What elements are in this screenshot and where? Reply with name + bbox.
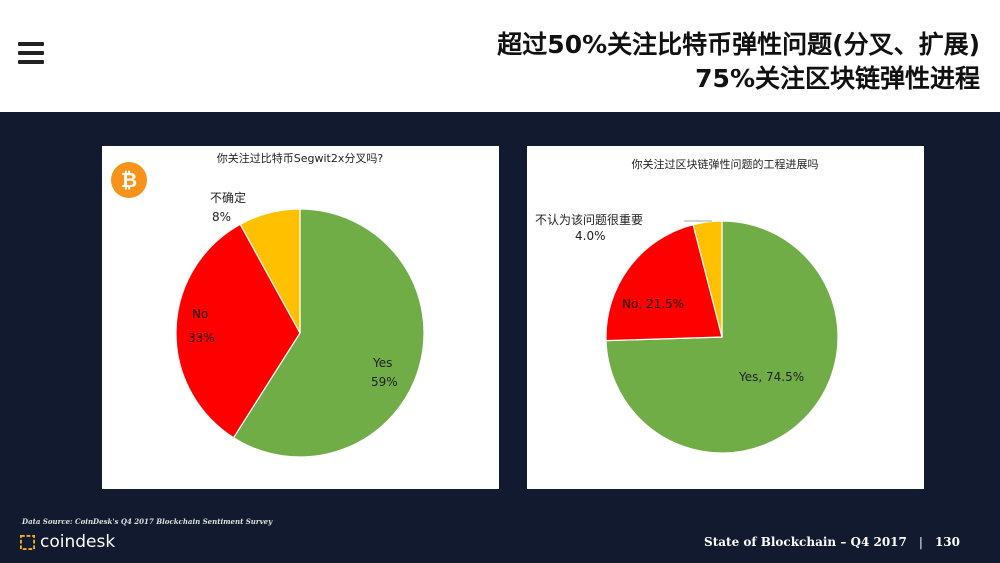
hamburger-menu-icon[interactable] xyxy=(18,42,44,64)
pie-slice-- xyxy=(692,220,723,338)
pie-slice-no xyxy=(605,223,723,342)
chart-title: 你关注过区块链弹性问题的工程进展吗 xyxy=(632,157,819,171)
pie-slices xyxy=(605,220,839,454)
coindesk-logo: coindesk xyxy=(20,532,115,552)
svg-text:₿: ₿ xyxy=(121,168,137,192)
data-source-note: Data Source: CoinDesk's Q4 2017 Blockcha… xyxy=(22,517,273,526)
chart-panel-resilience: 你关注过区块链弹性问题的工程进展吗 不认为该问题很重要 4.0% No, 21.… xyxy=(527,146,924,489)
page-number: 130 xyxy=(934,535,960,549)
page-info: State of Blockchain – Q4 2017 | 130 xyxy=(704,535,960,549)
report-name: State of Blockchain – Q4 2017 xyxy=(704,535,907,549)
pie-slices xyxy=(175,208,425,458)
pie-slice-yes xyxy=(605,220,839,454)
slice-label-unsure: 不确定 xyxy=(210,190,246,205)
pie-chart-resilience: 你关注过区块链弹性问题的工程进展吗 不认为该问题很重要 4.0% No, 21.… xyxy=(535,157,839,454)
chart-panel-segwit2x: 你关注过比特币Segwit2x分叉吗? ₿ 不确定 8% No 33% Yes … xyxy=(102,146,499,489)
pie-slice-- xyxy=(239,208,301,334)
pie-slice-yes xyxy=(232,208,425,458)
slice-value-unimportant: 4.0% xyxy=(575,229,606,243)
chart-title: 你关注过比特币Segwit2x分叉吗? xyxy=(217,151,384,165)
slice-label-unimportant: 不认为该问题很重要 xyxy=(535,213,643,227)
slice-label-yes: Yes xyxy=(372,356,392,370)
slice-label-yes: Yes, 74.5% xyxy=(738,370,804,384)
slice-label-no: No xyxy=(192,307,208,321)
logo-text: coindesk xyxy=(40,532,116,552)
title-line-1: 超过50%关注比特币弹性问题(分叉、扩展) xyxy=(497,30,980,59)
coindesk-logo-icon xyxy=(20,534,35,550)
title-line-2: 75%关注区块链弹性进程 xyxy=(695,64,980,93)
bitcoin-icon: ₿ xyxy=(111,162,147,198)
header-bar: 超过50%关注比特币弹性问题(分叉、扩展) 75%关注区块链弹性进程 xyxy=(0,0,1000,112)
separator: | xyxy=(918,535,923,549)
slice-label-no: No, 21.5% xyxy=(622,297,684,311)
slice-value-unsure: 8% xyxy=(212,210,231,224)
slice-value-no: 33% xyxy=(188,331,215,345)
slice-value-yes: 59% xyxy=(371,375,398,389)
page-title: 超过50%关注比特币弹性问题(分叉、扩展) 75%关注区块链弹性进程 xyxy=(497,28,980,96)
pie-chart-segwit2x: 你关注过比特币Segwit2x分叉吗? ₿ 不确定 8% No 33% Yes … xyxy=(111,151,425,458)
